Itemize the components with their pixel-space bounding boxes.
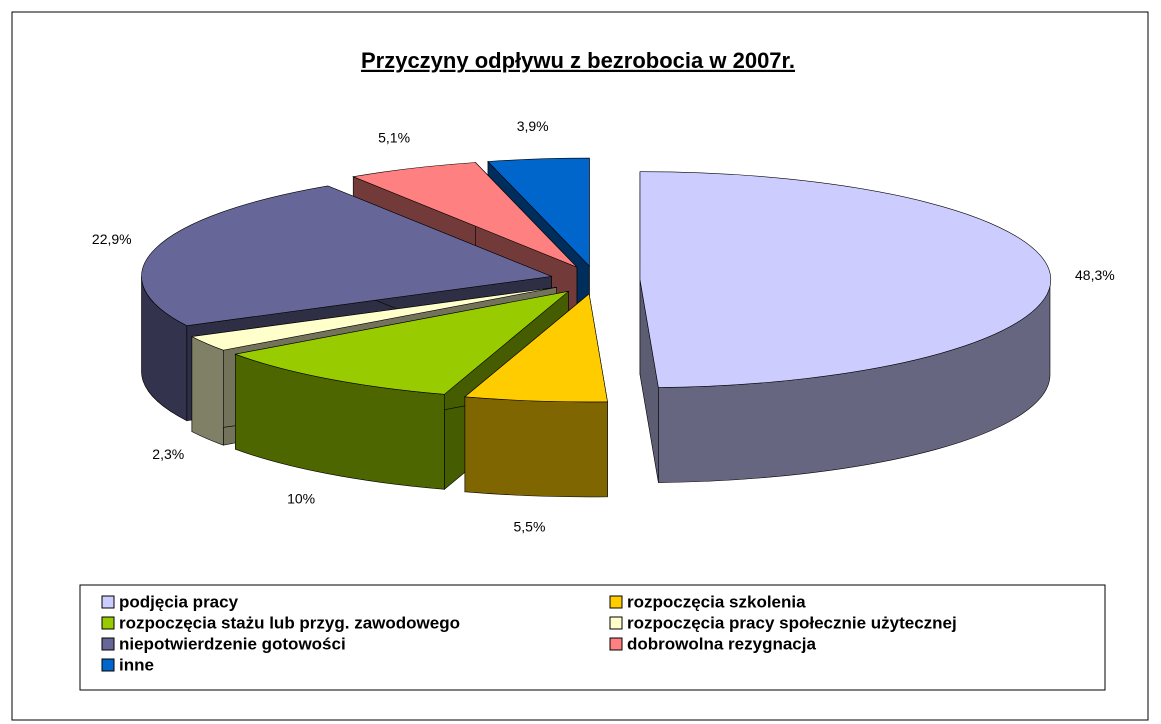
legend-label: podjęcia pracy bbox=[119, 592, 239, 611]
legend-swatch bbox=[101, 595, 115, 609]
legend-label: rozpoczęcia pracy społecznie użytecznej bbox=[627, 613, 957, 632]
data-label: 5,5% bbox=[514, 518, 546, 534]
slice bbox=[190, 286, 557, 351]
legend-swatch bbox=[101, 616, 115, 630]
legend-swatch bbox=[609, 616, 623, 630]
legend-swatch bbox=[609, 595, 623, 609]
slice bbox=[352, 162, 578, 268]
data-label: 5,1% bbox=[378, 130, 410, 146]
legend-label: inne bbox=[119, 655, 154, 674]
slice bbox=[234, 290, 570, 395]
legend-box bbox=[79, 584, 1106, 691]
legend-swatch bbox=[101, 658, 115, 672]
data-label: 48,3% bbox=[1075, 267, 1115, 283]
legend-label: rozpoczęcia szkolenia bbox=[627, 592, 806, 611]
legend-swatch bbox=[609, 637, 623, 651]
slice-wall bbox=[464, 396, 608, 498]
data-label: 3,9% bbox=[517, 118, 549, 134]
legend-label: rozpoczęcia stażu lub przyg. zawodowego bbox=[119, 613, 460, 632]
slice-wall bbox=[191, 336, 224, 446]
legend-label: dobrowolna rezygnacja bbox=[627, 634, 816, 653]
slice bbox=[464, 293, 608, 403]
chart-title: Przyczyny odpływu z bezrobocia w 2007r. bbox=[361, 48, 795, 73]
data-label: 2,3% bbox=[152, 446, 184, 462]
slice bbox=[487, 157, 590, 267]
legend-label: niepotwierdzenie gotowości bbox=[119, 634, 346, 653]
slice bbox=[639, 171, 1052, 388]
slice bbox=[141, 185, 553, 327]
legend-swatch bbox=[101, 637, 115, 651]
data-label: 10% bbox=[287, 490, 315, 506]
data-label: 22,9% bbox=[92, 231, 132, 247]
